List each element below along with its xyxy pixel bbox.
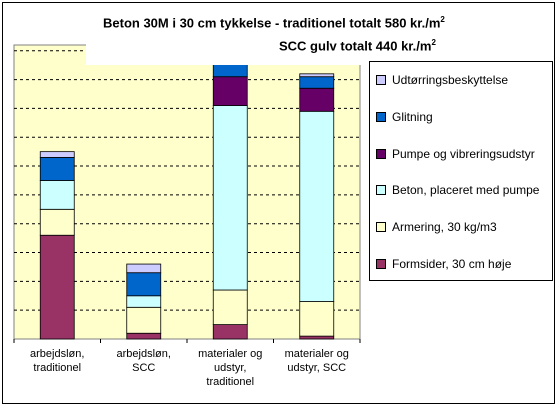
bar-segment-2-3 (126, 295, 162, 308)
bar-segment-3-1 (212, 324, 248, 340)
bar-segment-4-4 (299, 87, 335, 112)
legend-label: Formsider, 30 cm høje (392, 256, 512, 271)
legend-item: Pumpe og vibreringsudstyr (376, 147, 535, 161)
bar-segment-1-3 (39, 180, 75, 210)
bar-segment-1-6 (39, 151, 75, 158)
legend-label: Beton, placeret med pumpe (392, 183, 540, 198)
x-tick-label: materialer og udstyr, SCC (284, 348, 349, 374)
bar-segment-3-3 (212, 105, 248, 291)
legend-swatch (376, 222, 386, 232)
bar-segment-4-2 (299, 301, 335, 337)
x-tick-label: arbejdsløn, SCC (116, 348, 171, 374)
bar-segment-1-5 (39, 157, 75, 181)
bar-segment-4-5 (299, 76, 335, 89)
legend-swatch (376, 258, 386, 269)
bar-segment-4-3 (299, 110, 335, 302)
legend-label: Udtørringsbeskyttelse (392, 73, 509, 88)
x-tick-label: arbejdsløn, traditionel (30, 348, 85, 374)
legend-item: Glitning (376, 110, 433, 124)
bar-segment-1-1 (39, 234, 75, 340)
x-axis-ticks (13, 339, 361, 343)
bar-segment-2-1 (126, 332, 162, 340)
bars (39, 59, 335, 340)
legend-label: Glitning (392, 110, 433, 124)
legend-item: Beton, placeret med pumpe (376, 183, 539, 197)
legend-swatch (376, 148, 386, 159)
legend: Udtørringsbeskyttelse Glitning Pumpe og vi… (369, 61, 553, 281)
legend-swatch (376, 185, 386, 196)
chart-title-line-2: SCC gulv totalt 440 kr./m2 (279, 38, 436, 54)
legend-label: Pumpe og vibreringsudstyr (392, 146, 535, 161)
bar-segment-3-4 (212, 76, 248, 106)
bar-segment-1-2 (39, 208, 75, 236)
bar-segment-4-1 (299, 335, 335, 340)
legend-swatch (376, 75, 386, 86)
legend-swatch (376, 112, 386, 122)
chart-frame: Beton 30M i 30 cm tykkelse - traditionel… (2, 2, 555, 404)
bar-segment-4-6 (299, 73, 335, 78)
legend-item: Armering, 30 kg/m3 (376, 220, 497, 234)
chart-title-line-1: Beton 30M i 30 cm tykkelse - traditionel… (103, 15, 445, 31)
legend-item: Udtørringsbeskyttelse (376, 73, 508, 87)
legend-item: Formsider, 30 cm høje (376, 257, 511, 271)
bar-segment-2-6 (126, 263, 162, 274)
title-background (86, 8, 491, 65)
legend-label: Armering, 30 kg/m3 (392, 220, 497, 234)
chart-plot (13, 44, 361, 343)
bar-segment-3-2 (212, 289, 248, 325)
bar-segment-2-2 (126, 306, 162, 334)
bar-segment-2-5 (126, 272, 162, 297)
x-tick-label: materialer og udstyr, traditionel (198, 348, 263, 388)
